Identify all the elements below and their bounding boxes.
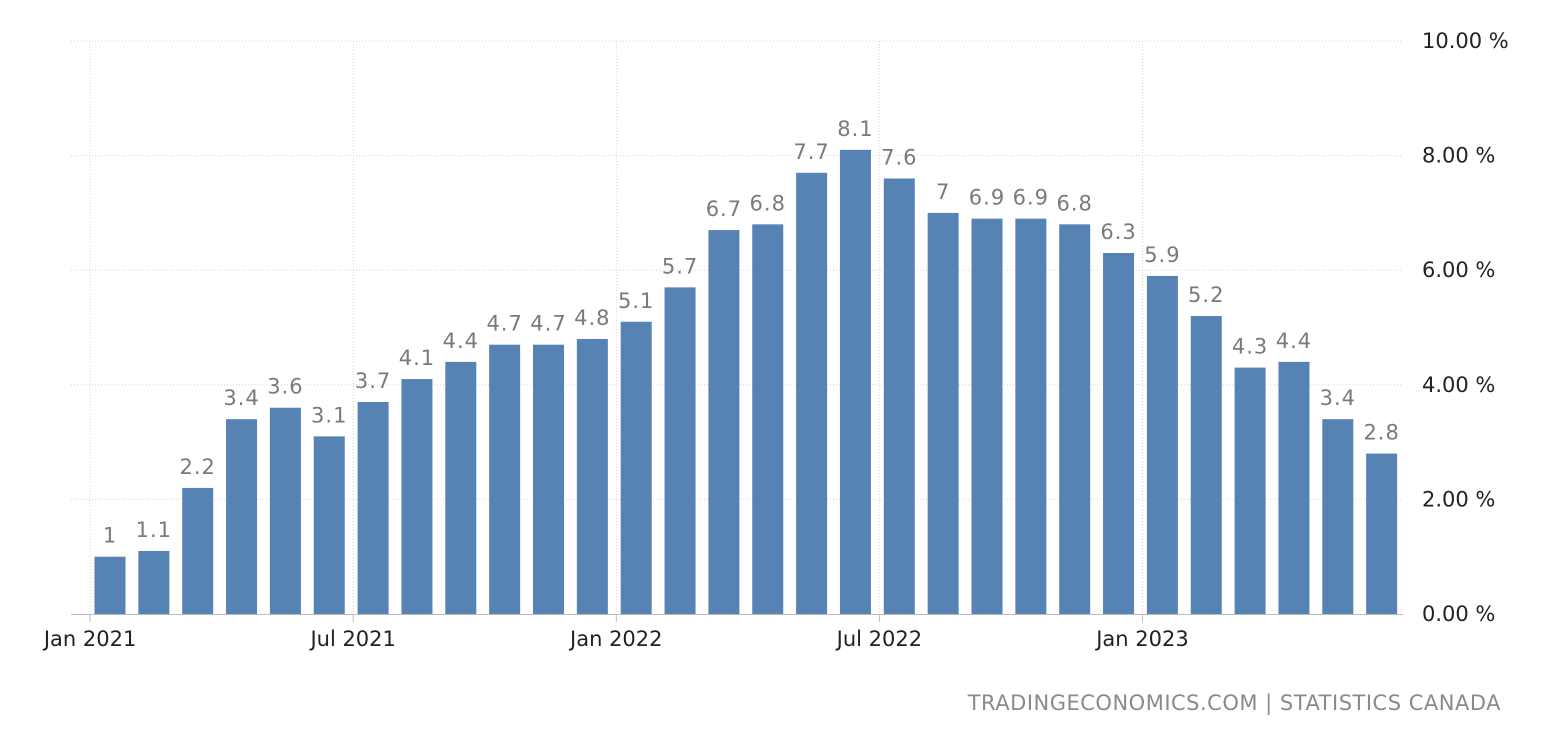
data-label: 2.8 xyxy=(1363,421,1399,445)
data-label: 4.3 xyxy=(1232,335,1268,359)
bar xyxy=(182,487,214,614)
bar xyxy=(138,550,170,614)
bar xyxy=(752,224,784,615)
x-tick-label: Jul 2022 xyxy=(835,627,922,651)
data-label: 3.4 xyxy=(1320,386,1356,410)
bar xyxy=(269,407,301,614)
data-label: 4.8 xyxy=(574,306,610,330)
data-label: 4.7 xyxy=(530,312,566,336)
y-tick-label: 2.00 % xyxy=(1422,487,1495,511)
bar xyxy=(445,361,477,614)
data-label: 3.1 xyxy=(311,403,347,427)
bar xyxy=(1146,275,1178,614)
x-tick-label: Jul 2021 xyxy=(308,627,395,651)
data-label: 3.6 xyxy=(267,375,303,399)
data-label: 4.1 xyxy=(399,346,435,370)
data-label: 6.9 xyxy=(969,186,1005,210)
bar xyxy=(94,556,126,614)
bar xyxy=(708,230,740,614)
bar xyxy=(839,149,871,614)
bar xyxy=(883,178,915,614)
y-tick-label: 8.00 % xyxy=(1422,144,1495,168)
bar xyxy=(533,344,564,614)
data-label: 3.4 xyxy=(223,386,259,410)
data-label: 5.2 xyxy=(1188,283,1224,307)
data-label: 6.7 xyxy=(706,197,742,221)
bar xyxy=(489,344,521,614)
data-label: 4.4 xyxy=(1276,329,1312,353)
data-label: 1.1 xyxy=(136,518,172,542)
data-label: 4.7 xyxy=(486,312,522,336)
bar xyxy=(971,218,1003,614)
bar xyxy=(1103,253,1135,614)
data-labels: 1 1.1 2.2 3.4 3.6 3.1 3.7 4.1 4.4 4.7 4.7 4.8 5.1 5.7… xyxy=(103,117,1399,548)
data-label: 6.9 xyxy=(1013,186,1049,210)
data-label: 5.1 xyxy=(618,289,654,313)
bar xyxy=(1190,316,1222,614)
x-tick-label: Jan 2022 xyxy=(568,627,663,651)
data-label: 7.6 xyxy=(881,146,917,170)
y-tick-label: 6.00 % xyxy=(1422,258,1495,282)
data-label: 7.7 xyxy=(793,140,829,164)
bar xyxy=(1234,367,1266,614)
data-label: 1 xyxy=(103,524,117,548)
y-tick-label: 0.00 % xyxy=(1422,602,1495,626)
y-tick-label: 10.00 % xyxy=(1422,29,1509,53)
bar xyxy=(620,321,652,614)
data-label: 5.7 xyxy=(662,254,698,278)
bar-chart: 1 1.1 2.2 3.4 3.6 3.1 3.7 4.1 4.4 4.7 4.7 4.8 5.1 5.7… xyxy=(42,29,1509,651)
bar xyxy=(1322,419,1354,614)
bar xyxy=(576,338,608,614)
bar xyxy=(927,212,959,614)
bar xyxy=(1015,218,1047,614)
x-tick-label: Jan 2021 xyxy=(42,627,137,651)
bar xyxy=(796,172,828,615)
bar xyxy=(1059,224,1091,615)
x-axis: Jan 2021 Jul 2021 Jan 2022 Jul 2022 Jan 2023 xyxy=(42,614,1403,651)
bar xyxy=(401,379,433,614)
data-label: 2.2 xyxy=(179,455,215,479)
bar xyxy=(357,401,389,614)
bars xyxy=(94,149,1398,615)
x-tick-label: Jan 2023 xyxy=(1094,627,1189,651)
bar xyxy=(1366,453,1398,614)
y-tick-label: 4.00 % xyxy=(1422,373,1495,397)
data-label: 6.3 xyxy=(1100,220,1136,244)
data-label: 5.9 xyxy=(1144,243,1180,267)
source-credit: TRADINGECONOMICS.COM | STATISTICS CANADA xyxy=(967,691,1501,715)
y-axis: 0.00 % 2.00 % 4.00 % 6.00 % 8.00 % 10.00 % xyxy=(1422,29,1509,626)
data-label: 3.7 xyxy=(355,369,391,393)
bar xyxy=(313,436,345,614)
data-label: 4.4 xyxy=(443,329,479,353)
data-label: 8.1 xyxy=(837,117,873,141)
bar xyxy=(664,287,696,614)
bar xyxy=(1278,361,1310,614)
data-label: 6.8 xyxy=(750,191,786,215)
bar xyxy=(226,419,258,614)
data-label: 6.8 xyxy=(1056,191,1092,215)
gridlines xyxy=(71,40,1403,614)
data-label: 7 xyxy=(936,180,950,204)
